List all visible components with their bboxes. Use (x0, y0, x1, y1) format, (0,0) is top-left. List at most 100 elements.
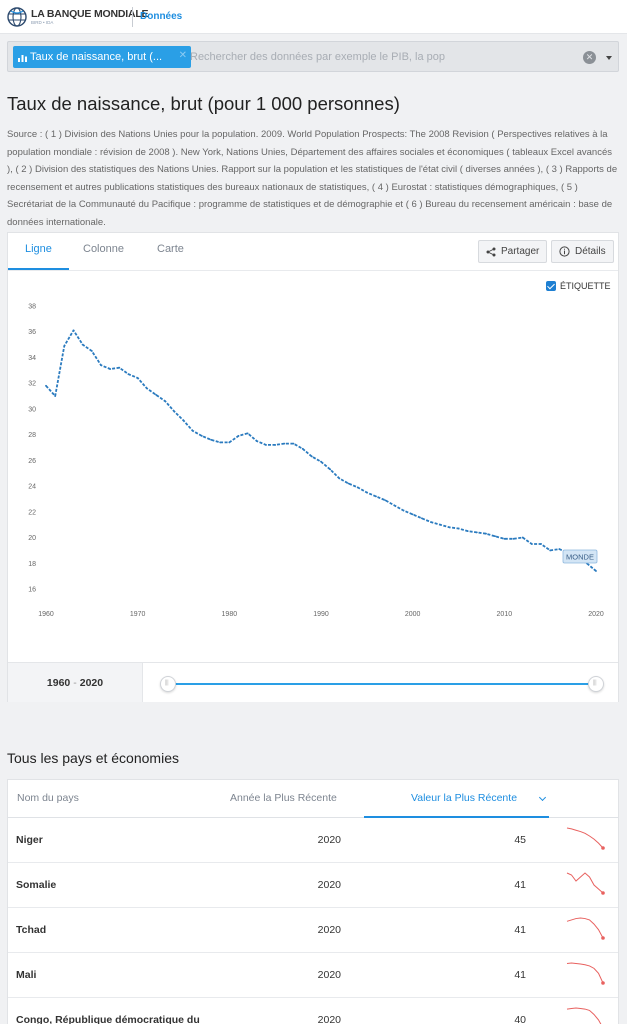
country-name[interactable]: Niger (16, 834, 43, 846)
country-year: 2020 (317, 1014, 341, 1024)
y-tick-label: 30 (28, 406, 36, 413)
active-sort-indicator (364, 816, 549, 818)
range-end: 2020 (79, 676, 104, 689)
country-name[interactable]: Tchad (16, 924, 47, 936)
data-point (81, 343, 84, 346)
table-row[interactable]: Niger 2020 45 (8, 818, 618, 863)
data-point (530, 543, 533, 545)
data-point (54, 395, 57, 397)
table-row[interactable]: Tchad 2020 41 (8, 908, 618, 953)
col-header-country[interactable]: Nom du pays (17, 792, 79, 804)
search-bar[interactable]: Taux de naissance, brut (... ✕ Recherche… (7, 41, 619, 72)
search-input[interactable]: Rechercher des données par exemple le PI… (190, 51, 445, 63)
sparkline-path (566, 872, 604, 894)
y-tick-label: 36 (28, 329, 36, 336)
brand-subtitle: BIRD • IDA (31, 19, 54, 25)
chart-card: Ligne Colonne Carte Partager Détails ÉTI… (7, 232, 619, 702)
sparkline (566, 1007, 602, 1024)
data-point (246, 432, 249, 435)
table-row[interactable]: Mali 2020 41 (8, 953, 618, 998)
data-point (411, 513, 414, 516)
dropdown-caret-icon[interactable] (606, 56, 612, 60)
data-point (512, 537, 515, 540)
chip-remove-icon[interactable]: ✕ (178, 50, 187, 61)
col-header-value[interactable]: Valeur la Plus Récente (411, 792, 518, 804)
data-point (595, 570, 597, 572)
details-button[interactable]: Détails (551, 240, 614, 263)
data-point (237, 435, 240, 437)
tab-colonne[interactable]: Colonne (83, 243, 124, 255)
data-point (466, 530, 469, 533)
table-row[interactable]: Congo, République démocratique du 2020 40 (8, 998, 618, 1024)
nav-donnees-link[interactable]: Données (140, 11, 183, 22)
world-bank-logo[interactable]: LA BANQUE MONDIALE BIRD • IDA (7, 7, 149, 27)
indicator-chip-label: Taux de naissance, brut (... (30, 51, 163, 63)
data-point (430, 521, 432, 524)
year-range-slider[interactable] (167, 683, 597, 685)
x-tick-label: 2010 (497, 611, 513, 618)
data-point (210, 438, 212, 441)
table-row[interactable]: Somalie 2020 41 (8, 863, 618, 908)
sparkline (566, 827, 605, 850)
data-point (320, 460, 322, 463)
countries-table: Nom du pays Année la Plus Récente Valeur… (7, 779, 619, 1024)
x-tick-label: 2020 (588, 611, 604, 618)
slider-end-handle[interactable] (588, 676, 604, 692)
tab-ligne[interactable]: Ligne (25, 243, 52, 255)
label-toggle-text: ÉTIQUETTE (560, 281, 611, 291)
country-name[interactable]: Congo, République démocratique du (16, 1014, 200, 1024)
sparkline-end-point (601, 981, 605, 985)
col-header-year[interactable]: Année la Plus Récente (230, 792, 337, 804)
indicator-chip[interactable]: Taux de naissance, brut (... ✕ (13, 46, 191, 68)
x-tick-label: 1970 (130, 611, 146, 618)
sparkline-path (566, 962, 604, 984)
share-button[interactable]: Partager (478, 240, 548, 263)
data-point (521, 536, 524, 539)
series-label-box (562, 549, 598, 564)
data-point (485, 532, 487, 535)
data-point (255, 440, 258, 442)
y-tick-label: 24 (28, 484, 36, 491)
y-tick-label: 20 (28, 535, 36, 542)
data-point (310, 455, 313, 458)
sparkline (566, 872, 605, 895)
data-point (265, 444, 267, 446)
data-point (356, 486, 359, 489)
globe-icon (7, 7, 27, 27)
data-point (549, 549, 552, 552)
brand-name: LA BANQUE MONDIALE (31, 7, 149, 20)
country-value: 41 (514, 879, 526, 891)
data-point (63, 344, 66, 347)
clear-search-icon[interactable]: ✕ (583, 51, 596, 64)
sparkline-end-point (601, 891, 605, 895)
data-point (45, 384, 47, 387)
sparkline (566, 962, 605, 985)
label-checkbox[interactable] (546, 281, 556, 291)
sort-chevron-icon[interactable] (538, 793, 547, 802)
country-year: 2020 (317, 924, 341, 936)
data-point (503, 537, 506, 540)
series-line-monde (45, 329, 597, 572)
data-point (155, 393, 157, 396)
data-point (90, 350, 93, 352)
y-tick-label: 28 (28, 432, 36, 439)
country-year: 2020 (317, 834, 341, 846)
country-name[interactable]: Somalie (16, 879, 57, 891)
country-value: 41 (514, 924, 526, 936)
data-point (329, 468, 332, 471)
y-tick-label: 18 (28, 561, 36, 568)
data-point (109, 368, 112, 370)
header-divider (132, 7, 133, 27)
details-button-label: Détails (575, 246, 606, 257)
top-bar: LA BANQUE MONDIALE BIRD • IDA Données (0, 0, 627, 34)
country-name[interactable]: Mali (16, 969, 37, 981)
label-toggle[interactable]: ÉTIQUETTE (546, 281, 611, 291)
slider-start-handle[interactable] (160, 676, 176, 692)
y-tick-label: 38 (28, 304, 36, 311)
data-point (475, 531, 478, 534)
x-tick-label: 1960 (38, 611, 54, 618)
y-tick-label: 22 (28, 509, 36, 516)
data-point (127, 373, 130, 376)
data-point (136, 377, 139, 379)
tab-carte[interactable]: Carte (157, 243, 184, 255)
